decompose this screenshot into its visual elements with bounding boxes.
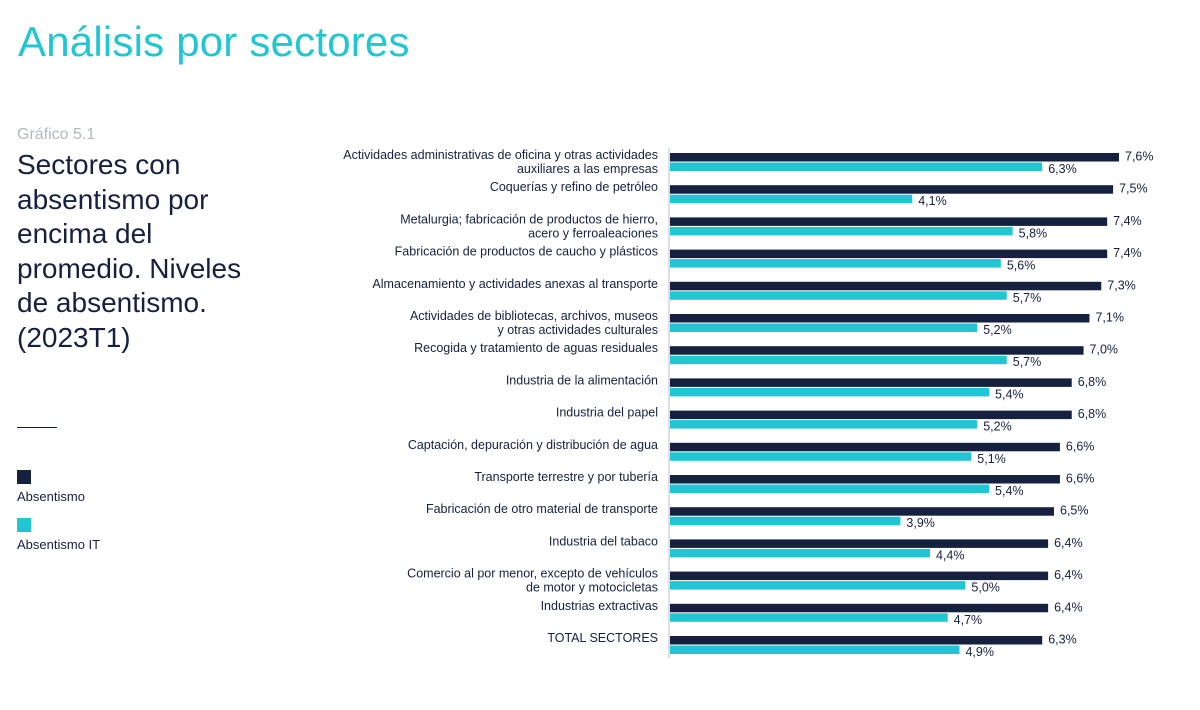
- legend-swatch-absentismo-it: [17, 518, 31, 532]
- data-label-absentismo: 7,0%: [1090, 343, 1119, 357]
- bar-absentismo: [670, 539, 1049, 548]
- divider: [17, 427, 57, 428]
- category-label: Industrias extractivas: [541, 599, 658, 613]
- data-label-absentismo-it: 4,1%: [918, 194, 947, 208]
- category-label: Fabricación de productos de caucho y plá…: [395, 245, 658, 259]
- bar-absentismo: [670, 410, 1072, 420]
- data-label-absentismo: 7,3%: [1107, 278, 1136, 292]
- bar-absentismo: [670, 281, 1102, 291]
- category-label: Actividades administrativas de oficina y…: [343, 148, 658, 176]
- data-label-absentismo-it: 6,3%: [1048, 162, 1077, 176]
- bar-absentismo: [670, 346, 1084, 355]
- data-label-absentismo-it: 5,2%: [983, 323, 1012, 337]
- bar-absentismo: [670, 442, 1060, 452]
- bar-absentismo: [670, 153, 1119, 162]
- bar-absentismo-it: [670, 323, 978, 332]
- data-label-absentismo-it: 3,9%: [906, 516, 935, 530]
- data-label-absentismo-it: 5,8%: [1019, 226, 1048, 240]
- bar-absentismo-it: [670, 516, 901, 526]
- category-label: Fabricación de otro material de transpor…: [426, 502, 658, 516]
- data-label-absentismo: 6,8%: [1078, 407, 1107, 421]
- bar-absentismo-it: [670, 452, 972, 461]
- data-label-absentismo-it: 4,7%: [954, 613, 983, 627]
- legend-swatch-absentismo: [17, 470, 31, 484]
- bar-absentismo-it: [670, 259, 1001, 268]
- data-label-absentismo: 6,6%: [1066, 439, 1095, 453]
- category-label: Metalurgia; fabricación de productos de …: [400, 212, 658, 240]
- data-label-absentismo: 7,4%: [1113, 246, 1142, 260]
- bar-absentismo-it: [670, 484, 990, 493]
- category-label: Actividades de bibliotecas, archivos, mu…: [410, 309, 658, 337]
- bar-absentismo: [670, 475, 1060, 484]
- bar-absentismo: [670, 378, 1072, 387]
- category-label: Coquerías y refino de petróleo: [490, 180, 658, 194]
- bar-absentismo: [670, 185, 1114, 194]
- bar-absentismo: [670, 314, 1090, 323]
- data-label-absentismo: 6,5%: [1060, 504, 1089, 518]
- bar-absentismo-it: [670, 581, 966, 590]
- data-label-absentismo-it: 5,7%: [1013, 291, 1042, 305]
- data-label-absentismo-it: 5,0%: [971, 581, 1000, 595]
- bar-absentismo: [670, 249, 1108, 259]
- category-label: TOTAL SECTORES: [547, 631, 658, 645]
- legend-item-absentismo: Absentismo: [17, 470, 100, 504]
- bar-absentismo: [670, 571, 1049, 581]
- data-label-absentismo: 6,8%: [1078, 375, 1107, 389]
- data-label-absentismo: 6,6%: [1066, 472, 1095, 486]
- chart-legend: Absentismo Absentismo IT: [17, 470, 100, 566]
- bar-absentismo-it: [670, 355, 1007, 365]
- category-label: Captación, depuración y distribución de …: [408, 438, 658, 452]
- category-label: Transporte terrestre y por tubería: [474, 470, 658, 484]
- data-label-absentismo-it: 5,4%: [995, 387, 1024, 401]
- legend-label-absentismo: Absentismo: [17, 489, 85, 504]
- bar-absentismo-it: [670, 226, 1013, 236]
- data-label-absentismo-it: 5,1%: [977, 452, 1006, 466]
- data-label-absentismo: 6,4%: [1054, 600, 1083, 614]
- data-label-absentismo: 6,4%: [1054, 568, 1083, 582]
- bar-absentismo: [670, 636, 1043, 645]
- data-label-absentismo-it: 4,4%: [936, 548, 965, 562]
- data-label-absentismo: 6,3%: [1048, 633, 1077, 647]
- category-label: Industria del tabaco: [549, 534, 658, 548]
- data-label-absentismo-it: 5,6%: [1007, 259, 1035, 273]
- category-label: Industria de la alimentación: [506, 373, 658, 387]
- bar-absentismo-it: [670, 162, 1043, 171]
- figure-label: Gráfico 5.1: [17, 126, 96, 143]
- bar-absentismo-it: [670, 420, 978, 429]
- category-label: Industria del papel: [556, 406, 658, 420]
- figure-header: Gráfico 5.1 Sectores con absentismo por …: [17, 126, 257, 355]
- category-label: Almacenamiento y actividades anexas al t…: [372, 277, 658, 291]
- legend-label-absentismo-it: Absentismo IT: [17, 537, 101, 552]
- legend-item-absentismo-it: Absentismo IT: [17, 518, 100, 552]
- bar-absentismo: [670, 217, 1108, 226]
- data-label-absentismo: 6,4%: [1054, 536, 1083, 550]
- data-label-absentismo-it: 4,9%: [965, 645, 994, 659]
- bar-absentismo-it: [670, 548, 930, 558]
- data-label-absentismo: 7,4%: [1113, 214, 1142, 228]
- data-label-absentismo-it: 5,2%: [983, 420, 1012, 434]
- bar-absentismo: [670, 507, 1055, 516]
- data-label-absentismo: 7,1%: [1095, 311, 1124, 325]
- data-label-absentismo-it: 5,4%: [995, 484, 1024, 498]
- bar-absentismo-it: [670, 291, 1007, 300]
- page-title: Análisis por sectores: [18, 18, 410, 65]
- bar-absentismo-it: [670, 194, 913, 204]
- data-label-absentismo: 7,5%: [1119, 182, 1148, 196]
- data-label-absentismo-it: 5,7%: [1013, 355, 1042, 369]
- bar-absentismo-it: [670, 613, 948, 622]
- bar-absentismo: [670, 603, 1049, 613]
- category-label: Comercio al por menor, excepto de vehícu…: [407, 567, 658, 595]
- figure-title: Sectores con absentismo por encima del p…: [17, 149, 242, 353]
- bar-absentismo-it: [670, 645, 960, 654]
- category-label: Recogida y tratamiento de aguas residual…: [414, 341, 658, 355]
- data-label-absentismo: 7,6%: [1125, 150, 1154, 164]
- bar-absentismo-it: [670, 387, 990, 397]
